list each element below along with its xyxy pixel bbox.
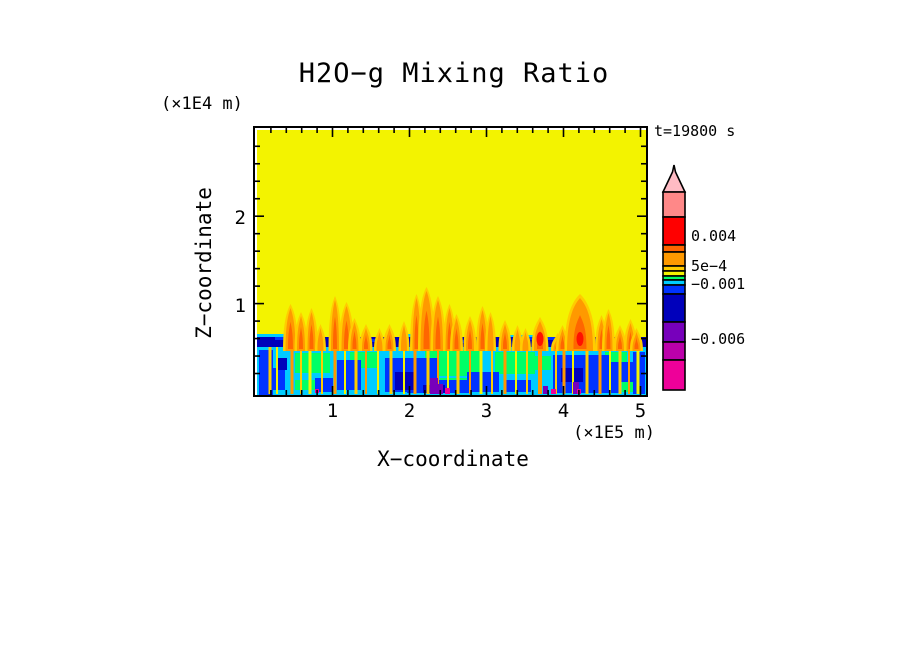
x-axis-title: X−coordinate <box>377 447 529 471</box>
colorbar <box>661 164 687 391</box>
x-axis-unit-label: (×1E5 m) <box>573 423 655 443</box>
colorbar-tick-label: −0.001 <box>691 275 746 293</box>
z-axis-title: Z−coordinate <box>192 187 216 339</box>
x-tick-label: 5 <box>634 400 647 422</box>
x-tick-label: 1 <box>326 400 339 422</box>
z-tick-label: 1 <box>234 294 246 317</box>
colorbar-tick-label: 0.004 <box>691 227 737 245</box>
x-tick-label: 4 <box>557 400 570 422</box>
time-label: t=19800 s <box>654 122 736 140</box>
z-axis-unit-label: (×1E4 m) <box>161 94 243 114</box>
x-tick-label: 2 <box>403 400 416 422</box>
colorbar-tick-label: 5e−4 <box>691 257 728 275</box>
plot-area <box>253 126 648 397</box>
z-tick-label: 2 <box>234 207 246 230</box>
colorbar-tick-label: −0.006 <box>691 330 746 348</box>
x-tick-label: 3 <box>480 400 493 422</box>
chart-title: H2O−g Mixing Ratio <box>298 58 610 89</box>
